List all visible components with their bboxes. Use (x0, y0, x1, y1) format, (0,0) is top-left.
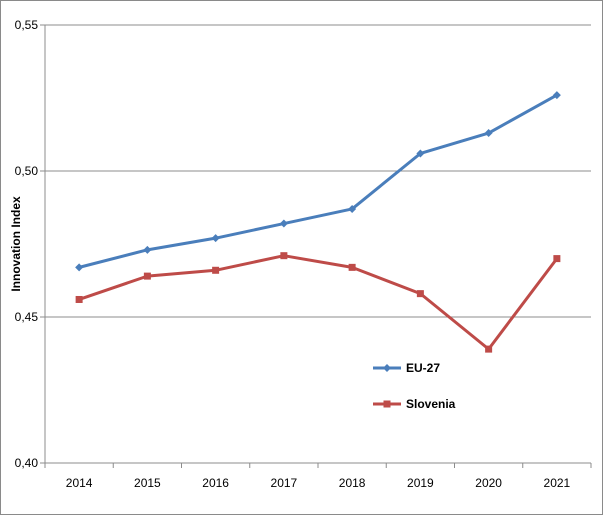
legend-item-eu-27: EU-27 (373, 361, 440, 375)
series-lines (75, 91, 561, 353)
legend-item-slovenia: Slovenia (373, 397, 456, 411)
data-point-eu-27 (416, 149, 425, 158)
x-tick-label: 2014 (66, 476, 93, 490)
data-point-slovenia (553, 255, 561, 263)
legend-swatch-marker (383, 400, 391, 408)
data-point-slovenia (348, 263, 356, 271)
gridlines (45, 24, 591, 318)
data-point-eu-27 (279, 219, 288, 228)
y-tick-label: 0,50 (15, 164, 39, 178)
data-point-eu-27 (211, 234, 220, 243)
x-tick-label: 2019 (407, 476, 434, 490)
data-point-slovenia (212, 266, 220, 274)
data-point-eu-27 (75, 263, 84, 272)
y-tick-label: 0,45 (15, 310, 39, 324)
data-point-slovenia (75, 295, 83, 303)
legend-swatch-marker (383, 364, 391, 372)
x-tick-label: 2016 (202, 476, 229, 490)
y-tick-label: 0,55 (15, 18, 39, 32)
data-point-eu-27 (143, 245, 152, 254)
y-axis-title: Innovation Index (9, 196, 23, 292)
x-tick-label: 2020 (475, 476, 502, 490)
data-point-slovenia (143, 272, 151, 280)
x-tick-label: 2017 (271, 476, 298, 490)
x-tick-label: 2018 (339, 476, 366, 490)
legend-label: Slovenia (406, 397, 456, 411)
tick-labels: 0,40 0,45 0,50 0,55 2014 2015 2016 2017 2018 2019… (15, 18, 571, 490)
legend-label: EU-27 (406, 361, 440, 375)
data-point-eu-27 (348, 204, 357, 213)
data-point-slovenia (485, 345, 493, 353)
x-tick-label: 2015 (134, 476, 161, 490)
series-line-eu-27 (78, 93, 558, 269)
axes (40, 24, 592, 468)
data-point-slovenia (280, 252, 288, 260)
legend: EU-27 Slovenia (373, 361, 456, 411)
data-point-eu-27 (552, 91, 561, 100)
y-tick-label: 0,40 (15, 456, 39, 470)
data-point-eu-27 (484, 129, 493, 138)
series-slovenia (75, 252, 561, 353)
series-line-slovenia (78, 254, 559, 351)
series-eu-27 (75, 91, 561, 272)
data-point-slovenia (416, 290, 424, 298)
x-tick-label: 2021 (544, 476, 571, 490)
